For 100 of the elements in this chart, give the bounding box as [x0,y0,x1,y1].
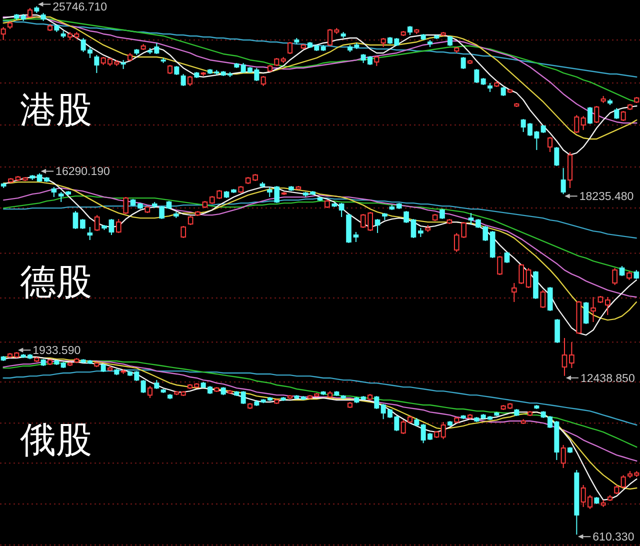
candlestick [8,178,14,184]
candlestick [281,192,287,196]
candlestick [22,176,28,182]
candlestick [526,268,532,289]
candlestick [428,39,432,48]
candlestick [280,56,286,64]
candlestick [159,206,164,220]
candlestick [280,396,286,402]
candlestick [604,296,610,316]
candlestick [102,224,107,231]
candlestick [30,174,36,181]
candlestick [294,37,300,44]
candlestick [547,286,553,312]
candlestick [114,368,120,376]
candlestick [440,208,445,220]
candlestick [180,390,186,397]
candlestick [574,469,580,536]
candlestick [68,361,72,366]
candlestick [410,218,416,239]
candlestick [274,57,280,66]
candlestick [614,484,620,494]
candlestick [144,206,150,214]
candlestick [534,404,540,410]
candlestick [620,474,626,489]
candlestick [400,30,406,36]
candlestick [51,186,57,198]
candlestick [434,430,440,438]
candlestick [404,210,409,224]
candlestick [138,202,143,210]
candlestick [425,224,431,233]
candlestick [54,360,60,366]
candlestick [332,202,338,208]
candlestick [608,494,612,502]
candlestick [468,413,472,420]
candlestick [60,361,66,369]
candlestick [468,212,474,226]
candlestick [140,43,146,50]
candlestick [340,394,346,400]
candlestick [374,55,380,66]
annotation: 1933.590 [32,345,81,358]
candlestick [497,256,502,276]
candlestick [614,107,620,120]
candlestick [320,390,326,396]
candlestick [174,212,179,219]
candlestick [48,23,52,32]
candlestick [34,6,40,14]
candlestick [214,386,220,393]
candlestick [548,136,552,152]
candlestick [274,398,280,405]
candlestick [220,386,226,396]
candlestick [34,356,40,362]
candlestick [317,196,323,202]
candlestick [0,356,6,362]
candlestick [160,388,166,394]
candlestick [60,30,66,38]
candlestick [120,368,126,374]
candlestick [334,390,340,397]
candlestick [174,65,180,76]
candlestick [148,385,152,398]
candlestick [514,408,520,417]
candlestick [619,266,625,277]
candlestick [420,33,426,40]
candlestick [514,102,520,108]
candlestick [0,26,6,40]
candlestick [195,210,200,217]
candlestick [248,402,252,410]
candlestick [340,31,346,38]
candlestick [448,35,452,46]
candlestick [634,96,640,104]
candlestick [260,182,266,189]
candlestick [166,200,172,210]
candlestick [154,380,160,390]
candlestick [268,64,272,72]
candlestick [48,358,52,366]
candlestick [180,73,186,86]
candlestick [490,230,496,259]
text: 德股 [20,261,92,302]
candlestick [134,48,140,56]
candlestick [389,204,395,211]
candlestick [634,270,640,280]
candlestick [140,380,146,394]
candlestick [590,296,596,323]
candlestick [108,218,114,236]
candlestick [94,361,100,368]
candlestick [0,182,6,189]
candlestick [432,214,438,222]
candlestick [338,202,344,218]
candlestick [234,62,240,68]
candlestick [87,226,93,241]
candlestick [374,218,380,234]
candlestick [598,296,604,304]
candlestick [174,390,180,396]
candlestick [294,394,300,400]
candlestick [454,416,460,424]
candlestick [354,396,360,404]
candlestick [200,71,206,76]
annotation: 610.330 [592,532,634,544]
candlestick [562,338,568,376]
candlestick [554,146,560,166]
candlestick [94,54,100,74]
